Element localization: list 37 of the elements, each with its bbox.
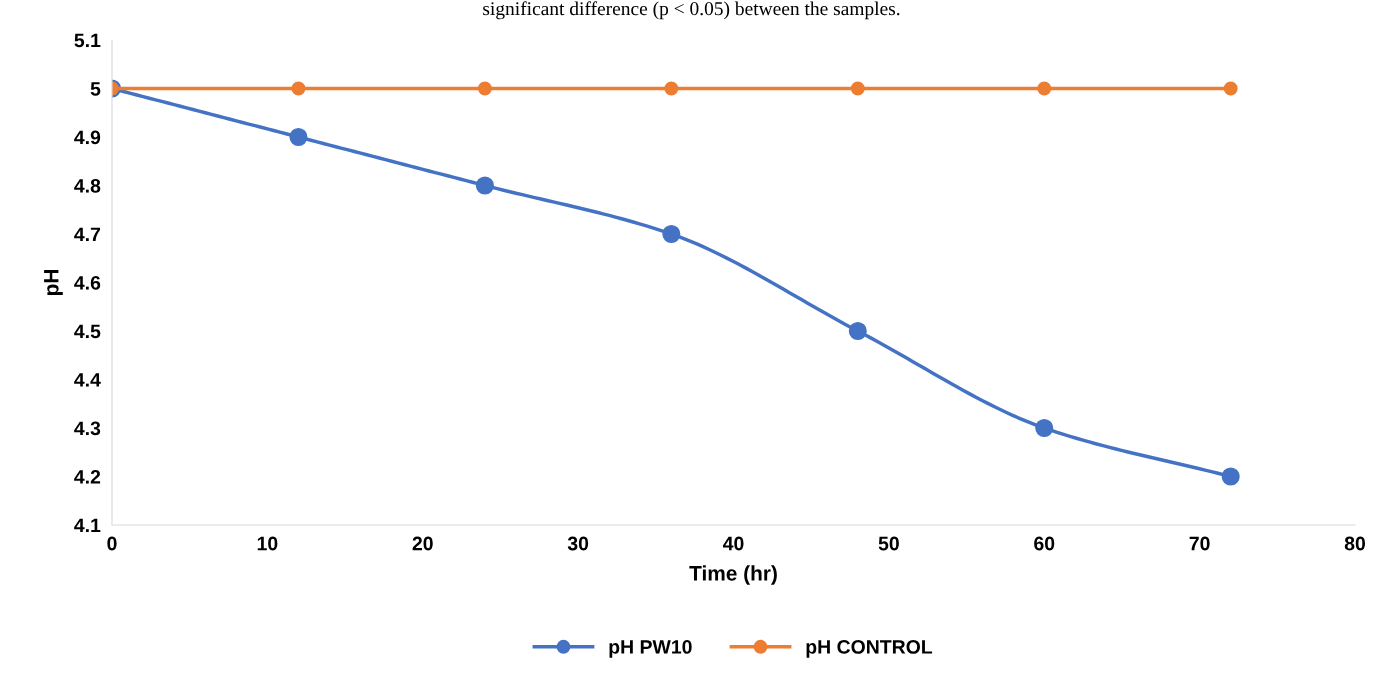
point: [475, 176, 494, 195]
legend-label: pH PW10: [609, 640, 692, 658]
legend-label: pH CONTROL: [806, 640, 933, 658]
x-tick-label: 80: [1344, 536, 1366, 551]
point: [289, 127, 308, 147]
y-tick-label: 4.5: [74, 324, 101, 339]
point: [1221, 467, 1240, 486]
y-tick-label: 4.7: [74, 227, 101, 242]
x-tick-label: 20: [412, 536, 433, 551]
point: [662, 224, 681, 244]
y-tick-label: 4.8: [74, 178, 101, 193]
point: [850, 81, 865, 96]
x-tick-label: 60: [1034, 536, 1055, 551]
x-tick-label: 50: [878, 536, 899, 551]
y-tick-label: 4.4: [74, 373, 101, 387]
text: significant difference (p < 0.05) between the samples.: [483, 1, 900, 20]
y-tick-label: 4.1: [74, 518, 101, 533]
y-tick-label: 5: [90, 82, 101, 96]
x-tick-label: 10: [257, 536, 278, 551]
y-tick-label: 5.1: [74, 33, 101, 48]
x-axis-title: Time (hr): [689, 565, 777, 585]
x-tick-label: 0: [107, 536, 117, 551]
point: [1223, 81, 1238, 96]
point: [848, 321, 867, 341]
point: [1035, 418, 1054, 438]
x-tick-label: 40: [722, 536, 744, 551]
point: [1037, 81, 1052, 96]
y-axis-title: pH: [44, 270, 63, 296]
x-tick-label: 70: [1189, 536, 1210, 551]
point: [664, 81, 679, 96]
x-tick-label: 30: [567, 536, 589, 551]
y-tick-label: 4.3: [74, 421, 101, 436]
y-tick-label: 4.2: [74, 469, 101, 484]
y-tick-label: 4.9: [74, 130, 101, 145]
point: [477, 81, 492, 96]
y-tick-label: 4.6: [74, 275, 101, 290]
point: [291, 81, 306, 96]
